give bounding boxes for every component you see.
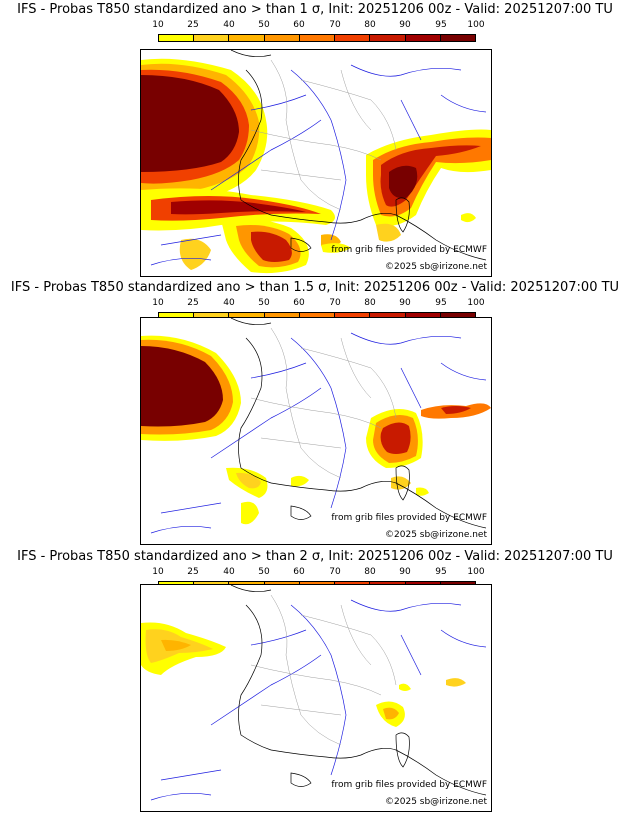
river-lines	[150, 332, 487, 534]
copyright-credit: ©2025 sb@irizone.net	[385, 262, 487, 272]
river-lines	[150, 599, 487, 801]
tick-label: 90	[399, 567, 411, 577]
colorbar-swatch	[370, 35, 406, 41]
coast-lines	[230, 50, 487, 261]
colorbar-swatch	[299, 313, 336, 319]
tick-label: 100	[467, 20, 485, 30]
tick-label: 10	[152, 298, 164, 308]
colorbar-swatch	[264, 35, 300, 41]
tick-label: 40	[223, 20, 235, 30]
map-panel: from grib files provided by ECMWF ©2025 …	[140, 49, 492, 277]
colorbar-swatch	[405, 313, 441, 319]
map-svg	[141, 585, 487, 801]
colorbar	[158, 34, 476, 42]
colorbar-swatch	[264, 313, 300, 319]
tick-label: 70	[329, 567, 341, 577]
tick-label: 25	[187, 298, 199, 308]
colorbar-ticks: 10 25 40 50 60 70 80 90 95 100	[152, 298, 484, 310]
map-panel: from grib files provided by ECMWF ©2025 …	[140, 317, 492, 545]
tick-label: 50	[258, 567, 270, 577]
probability-field	[141, 335, 491, 525]
colorbar-swatch	[370, 313, 406, 319]
tick-label: 80	[364, 298, 376, 308]
coast-lines	[230, 318, 487, 529]
colorbar-ticks: 10 25 40 50 60 70 80 90 95 100	[152, 567, 484, 579]
tick-label: 25	[187, 567, 199, 577]
colorbar-swatch	[194, 313, 230, 319]
panel-title: IFS - Probas T850 standardized ano > tha…	[10, 280, 620, 295]
tick-label: 40	[223, 298, 235, 308]
tick-label: 100	[467, 298, 485, 308]
colorbar-swatch	[194, 35, 230, 41]
tick-label: 100	[467, 567, 485, 577]
tick-label: 40	[223, 567, 235, 577]
copyright-credit: ©2025 sb@irizone.net	[385, 530, 487, 540]
panel-title: IFS - Probas T850 standardized ano > tha…	[17, 549, 613, 564]
panel-title: IFS - Probas T850 standardized ano > tha…	[17, 2, 613, 17]
tick-label: 70	[329, 298, 341, 308]
map-panel: from grib files provided by ECMWF ©2025 …	[140, 584, 492, 812]
tick-label: 50	[258, 298, 270, 308]
panel-1: IFS - Probas T850 standardized ano > tha…	[0, 2, 630, 278]
colorbar-swatch	[229, 313, 265, 319]
tick-label: 25	[187, 20, 199, 30]
tick-label: 60	[293, 567, 305, 577]
border-lines	[250, 59, 397, 211]
colorbar-swatch	[159, 313, 195, 319]
colorbar-swatch	[440, 35, 475, 41]
tick-label: 95	[435, 567, 447, 577]
source-credit: from grib files provided by ECMWF	[331, 245, 487, 255]
coast-lines	[230, 585, 487, 796]
panel-3: IFS - Probas T850 standardized ano > tha…	[0, 549, 630, 825]
tick-label: 90	[399, 20, 411, 30]
colorbar-swatch	[335, 35, 371, 41]
tick-label: 80	[364, 20, 376, 30]
source-credit: from grib files provided by ECMWF	[331, 513, 487, 523]
tick-label: 80	[364, 567, 376, 577]
map-svg	[141, 50, 491, 274]
tick-label: 50	[258, 20, 270, 30]
tick-label: 60	[293, 20, 305, 30]
colorbar	[158, 312, 476, 320]
colorbar-swatch	[440, 313, 475, 319]
panel-2: IFS - Probas T850 standardized ano > tha…	[0, 280, 630, 556]
colorbar-swatch	[335, 313, 371, 319]
tick-label: 95	[435, 298, 447, 308]
colorbar-swatch	[159, 35, 195, 41]
river-lines	[150, 64, 487, 266]
colorbar-swatch	[299, 35, 336, 41]
tick-label: 70	[329, 20, 341, 30]
border-lines	[250, 594, 397, 746]
colorbar-swatch	[229, 35, 265, 41]
tick-label: 90	[399, 298, 411, 308]
border-lines	[250, 327, 397, 479]
tick-label: 60	[293, 298, 305, 308]
probability-field	[141, 58, 491, 274]
colorbar-ticks: 10 25 40 50 60 70 80 90 95 100	[152, 20, 484, 32]
source-credit: from grib files provided by ECMWF	[331, 780, 487, 790]
copyright-credit: ©2025 sb@irizone.net	[385, 797, 487, 807]
colorbar-swatch	[405, 35, 441, 41]
map-svg	[141, 318, 491, 534]
tick-label: 10	[152, 20, 164, 30]
probability-field	[141, 622, 466, 727]
tick-label: 10	[152, 567, 164, 577]
tick-label: 95	[435, 20, 447, 30]
